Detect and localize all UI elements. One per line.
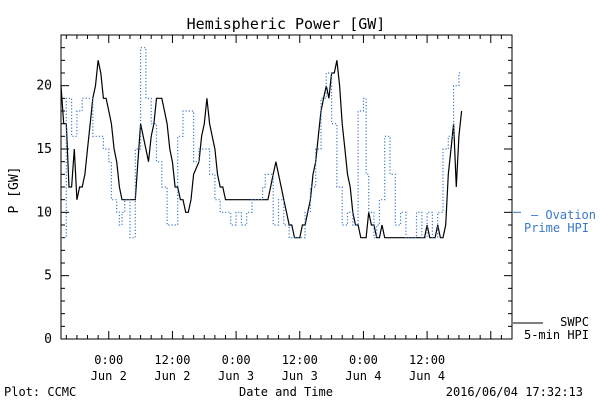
series-swpc-hpi-line xyxy=(60,60,463,239)
y-tick-label: 20 xyxy=(36,79,52,94)
x-tick-time-label: 12:00 xyxy=(409,353,445,367)
x-tick-time-label: 12:00 xyxy=(282,353,318,367)
plot-frame xyxy=(60,34,513,340)
x-tick-date-label: Jun 4 xyxy=(409,369,445,383)
x-tick-date-label: Jun 3 xyxy=(282,369,318,383)
y-tick-label: 10 xyxy=(36,205,52,220)
y-tick-label: 15 xyxy=(36,142,52,157)
y-tick-label: 0 xyxy=(44,332,52,347)
legend-ovation-label-line2: Prime HPI xyxy=(524,221,589,235)
plot-timestamp: 2016/06/04 17:32:13 xyxy=(446,385,583,399)
legend-ovation-label-line1: — Ovation xyxy=(531,208,596,222)
x-tick-date-label: Jun 2 xyxy=(154,369,190,383)
y-axis-label: P [GW] xyxy=(7,167,22,214)
chart-title: Hemispheric Power [GW] xyxy=(187,15,386,33)
plot-credit: Plot: CCMC xyxy=(4,385,76,399)
x-tick-date-label: Jun 3 xyxy=(218,369,254,383)
legend-swpc-label-line2: 5-min HPI xyxy=(524,328,589,342)
x-tick-time-label: 0:00 xyxy=(349,353,378,367)
x-axis-label: Date and Time xyxy=(239,385,333,399)
x-tick-date-label: Jun 4 xyxy=(345,369,381,383)
x-tick-time-label: 12:00 xyxy=(154,353,190,367)
x-tick-time-label: 0:00 xyxy=(222,353,251,367)
legend-swpc-label-line1: SWPC xyxy=(560,315,589,329)
plot-area: 0 5 10 15 20 0:00 Jun 2 12:00 Jun 2 0:00 Jun 3 12:0… xyxy=(36,34,513,383)
x-tick-time-label: 0:00 xyxy=(94,353,123,367)
series-ovation-prime-hpi-line xyxy=(61,47,462,239)
y-tick-label: 5 xyxy=(44,269,52,284)
x-tick-date-label: Jun 2 xyxy=(91,369,127,383)
